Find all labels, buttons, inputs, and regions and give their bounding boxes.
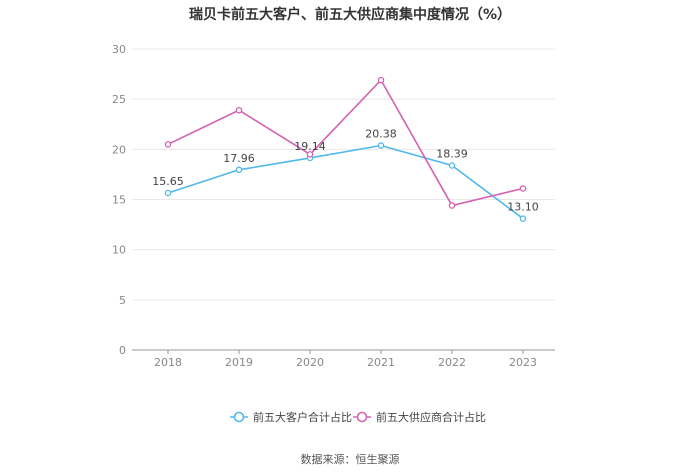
data-point [164, 189, 172, 197]
y-tick-label: 25 [112, 93, 126, 106]
data-point [235, 166, 243, 174]
data-point [164, 141, 172, 148]
x-axis: 2018 2019 2020 2021 2022 2023 [132, 349, 555, 369]
x-tick-label: 2019 [225, 356, 253, 369]
data-point [448, 162, 456, 169]
data-point [306, 151, 314, 158]
data-label: 18.39 [436, 147, 468, 160]
legend-label: 前五大客户合计占比 [253, 410, 352, 424]
data-point [377, 76, 385, 84]
y-tick-label: 30 [112, 43, 126, 56]
data-label: 19.14 [294, 140, 326, 153]
y-tick-label: 10 [112, 244, 126, 257]
y-axis: 0 5 10 15 20 25 30 [112, 43, 126, 357]
x-tick-label: 2018 [154, 356, 182, 369]
legend: 前五大客户合计占比 前五大供应商合计占比 [230, 410, 486, 424]
data-label: 17.96 [223, 152, 255, 165]
x-tick-label: 2022 [438, 356, 466, 369]
data-point [448, 202, 456, 209]
legend-marker-icon [233, 411, 245, 423]
y-tick-label: 15 [112, 194, 126, 207]
data-point [235, 106, 243, 114]
chart-title: 瑞贝卡前五大客户、前五大供应商集中度情况（%） [188, 7, 512, 23]
data-point [519, 185, 527, 192]
x-tick-label: 2021 [367, 356, 395, 369]
data-source: 数据来源：恒生聚源 [300, 453, 400, 466]
series-line-0 [167, 144, 524, 220]
y-tick-label: 5 [119, 294, 126, 307]
y-tick-label: 0 [119, 344, 126, 357]
legend-marker-icon [356, 411, 368, 423]
legend-label: 前五大供应商合计占比 [376, 410, 486, 424]
data-label: 15.65 [152, 175, 184, 188]
y-tick-label: 20 [112, 143, 126, 156]
x-tick-label: 2020 [296, 356, 324, 369]
x-tick-label: 2023 [509, 356, 537, 369]
series-line-1 [167, 78, 524, 207]
data-point [519, 215, 527, 222]
grid-lines [132, 48, 555, 301]
data-point [377, 142, 385, 149]
data-label: 20.38 [365, 128, 397, 141]
data-label: 13.10 [507, 201, 539, 214]
data-labels: 15.65 17.96 19.14 20.38 18.39 13.10 [152, 128, 539, 214]
series-group [164, 76, 527, 222]
